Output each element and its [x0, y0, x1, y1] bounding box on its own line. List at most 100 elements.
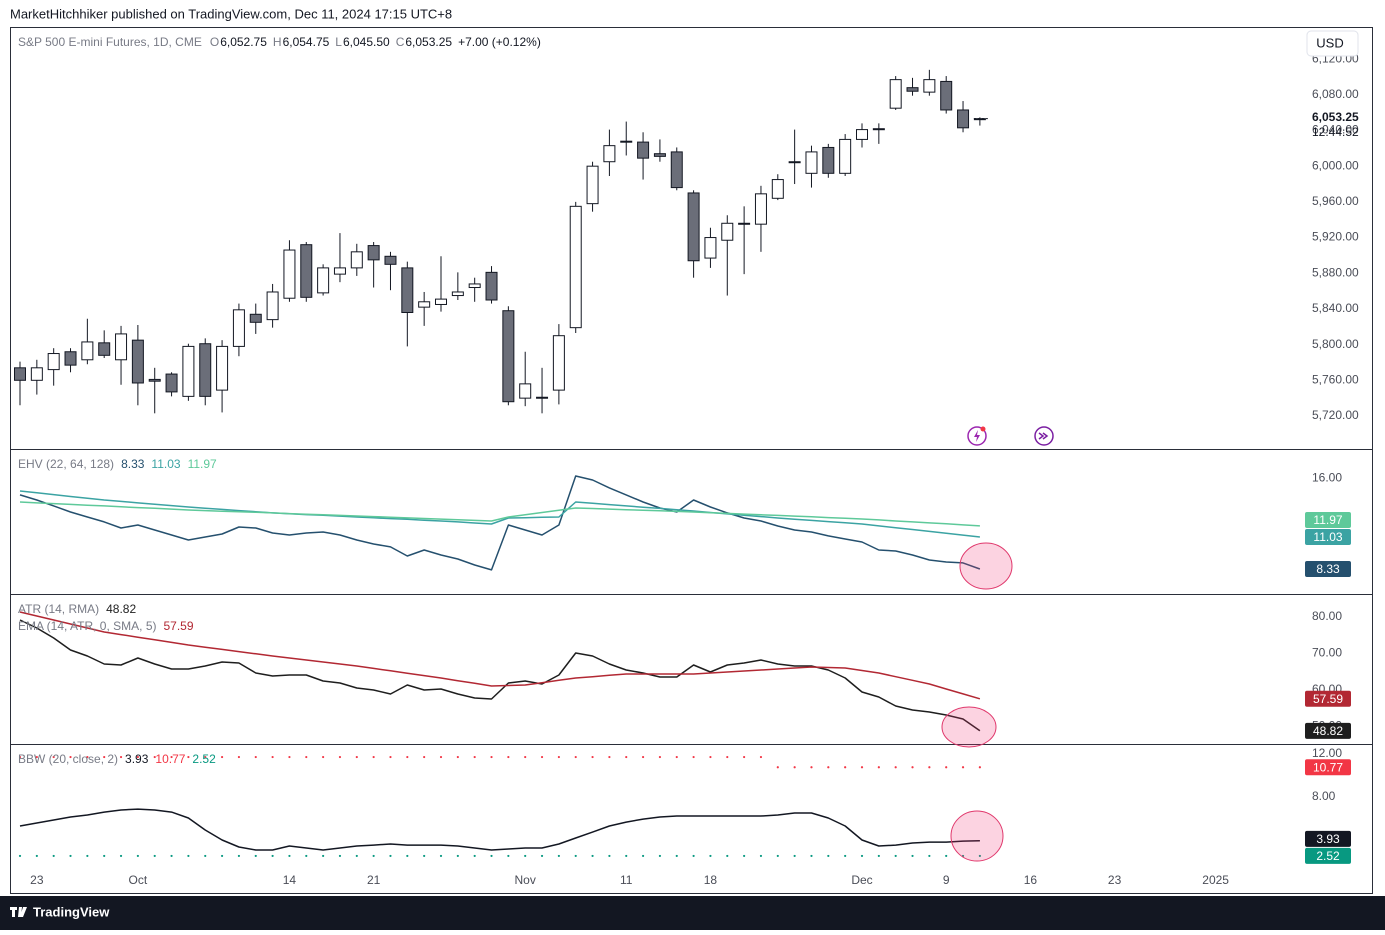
candle-body — [502, 310, 515, 403]
candle-body — [805, 151, 818, 174]
indicator-dot — [675, 755, 678, 759]
indicator-dot — [52, 854, 55, 858]
x-tick-label: 11 — [620, 873, 633, 887]
indicator-dot — [439, 854, 443, 858]
candle-body — [519, 383, 532, 399]
candle-body — [637, 141, 650, 159]
value-label: 3.93 — [1316, 832, 1340, 846]
currency-label[interactable]: USD — [1316, 35, 1343, 50]
event-icon-glyph — [974, 430, 980, 442]
indicator-dot — [406, 755, 409, 759]
indicator-dot — [389, 755, 392, 759]
candle-body — [249, 313, 262, 323]
indicator-dot — [793, 854, 796, 858]
indicator-dot — [153, 755, 156, 759]
indicator-dot — [237, 854, 241, 858]
indicator-dot — [709, 854, 712, 858]
candle-body — [435, 298, 447, 305]
candle-body — [165, 373, 178, 393]
currency-button[interactable] — [1306, 30, 1359, 57]
value-label-box — [1305, 560, 1351, 577]
y-tick-label: 80.00 — [1312, 609, 1342, 623]
candle-body — [754, 193, 767, 225]
candle-body — [333, 267, 346, 275]
indicator-dot — [153, 854, 156, 858]
indicator-dot — [961, 766, 965, 769]
indicator-dot — [35, 854, 38, 858]
value-label-box — [1305, 511, 1351, 528]
candle-body — [586, 165, 599, 205]
candle-body — [300, 244, 313, 298]
indicator-line — [19, 501, 980, 527]
indicator-line — [19, 475, 981, 571]
candle-body — [266, 291, 279, 321]
change-value: +7.00 (+0.12%) — [458, 35, 541, 49]
indicator-dot — [187, 755, 190, 759]
candle-body — [14, 367, 26, 381]
indicator-dot — [877, 766, 880, 769]
indicator-dot — [692, 755, 695, 759]
indicator-dot — [625, 755, 628, 759]
indicator-dot — [776, 854, 779, 858]
candle-body — [148, 378, 161, 382]
candle-body — [317, 267, 330, 294]
candle-body — [81, 341, 94, 361]
legend-value: 8.33 — [121, 457, 145, 471]
indicator-dot — [305, 854, 308, 858]
indicator-dot — [675, 854, 678, 858]
candle-body — [856, 129, 868, 140]
candle-body — [569, 205, 582, 329]
ohlc-key: H — [273, 35, 282, 49]
candle-body — [923, 79, 936, 93]
y-tick-label: 12.00 — [1312, 746, 1342, 760]
event-icon-glyph — [1038, 432, 1049, 440]
candle-body — [30, 367, 43, 381]
indicator-legend: ATR (14, RMA) 48.82 — [18, 602, 136, 616]
y-tick-label: 5,960.00 — [1312, 194, 1359, 208]
indicator-dot — [490, 755, 493, 759]
indicator-dot — [473, 755, 476, 759]
value-label: 48.82 — [1313, 724, 1343, 738]
indicator-dot — [406, 854, 409, 858]
indicator-dot — [759, 854, 763, 858]
indicator-dot — [658, 854, 662, 858]
y-tick-label: 8.00 — [1312, 789, 1336, 803]
candle-body — [64, 351, 77, 366]
value-label-box — [1305, 528, 1351, 545]
indicator-dot — [423, 854, 426, 858]
indicator-line — [19, 611, 981, 700]
x-tick-label: 2025 — [1202, 873, 1229, 887]
candle-body — [906, 87, 919, 92]
candle-body — [704, 237, 717, 259]
indicator-dot — [540, 755, 544, 759]
indicator-dot — [743, 854, 746, 858]
candle-body — [216, 345, 229, 391]
indicator-dot — [574, 755, 577, 759]
indicator-dot — [658, 755, 662, 759]
candle-body — [620, 140, 633, 143]
ohlc-value: 6,045.50 — [343, 35, 390, 49]
indicator-dot — [827, 854, 830, 858]
indicator-dot — [220, 854, 224, 858]
highlight-circle — [941, 706, 997, 748]
indicator-dot — [894, 766, 897, 769]
indicator-dot — [574, 854, 577, 858]
candle-body — [771, 179, 784, 199]
indicator-dot — [810, 854, 813, 858]
candle-body — [721, 222, 734, 241]
y-tick-label: 6,000.00 — [1312, 158, 1359, 172]
indicator-dot — [844, 766, 847, 769]
indicator-dot — [473, 854, 476, 858]
indicator-line — [19, 808, 980, 851]
highlight-circles — [941, 542, 1013, 862]
indicator-dot — [827, 766, 830, 769]
indicator-dot — [978, 854, 981, 858]
candle-body — [115, 333, 128, 361]
indicator-dot — [136, 854, 139, 858]
candle-body — [131, 339, 144, 384]
indicator-dot — [18, 854, 22, 858]
series-name: ATR (14, RMA) — [18, 602, 99, 616]
value-label-box — [1305, 830, 1351, 847]
y-tick-label: 5,840.00 — [1312, 301, 1359, 315]
indicator-dot — [237, 755, 241, 759]
